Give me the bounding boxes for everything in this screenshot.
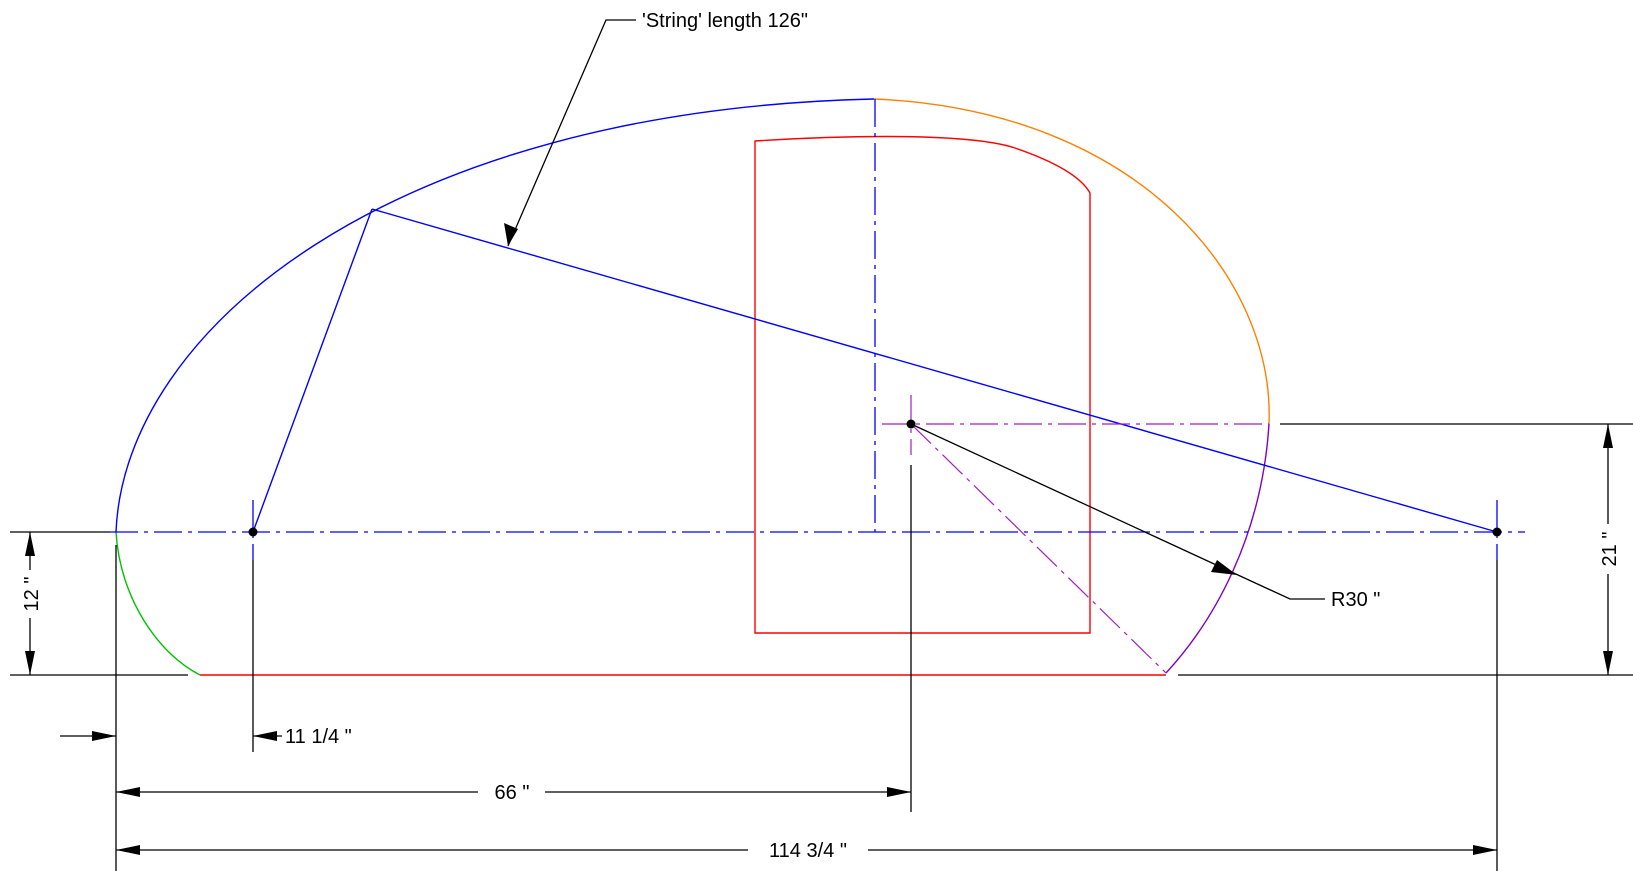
- arrowhead-center-offset-left: [116, 787, 140, 797]
- lower-height-label: 12 ": [21, 577, 43, 612]
- arrowhead-focus-offset-left: [92, 731, 116, 741]
- dimension-center-offset: 66 ": [116, 465, 912, 812]
- door-outline: [754, 135, 1091, 634]
- dimension-focus-offset: 11 1/4 ": [60, 545, 352, 871]
- string-length-label: 'String' length 126": [642, 10, 808, 32]
- radius-annotation: R30 ": [910, 423, 1380, 611]
- upper-height-label: 21 ": [1599, 532, 1621, 567]
- focus-point-left: [248, 527, 258, 537]
- dimension-upper-height: 21 ": [1178, 423, 1633, 676]
- radius-label: R30 ": [1331, 589, 1380, 611]
- focus-point-right: [1492, 527, 1502, 537]
- string-segment-left: [252, 208, 373, 533]
- center-lines: [110, 99, 1525, 674]
- arc-radius-construction: [910, 423, 1167, 674]
- arrowhead-total-width-left: [116, 845, 140, 855]
- string-construction: [252, 208, 1498, 533]
- string-leader-line: [507, 19, 636, 247]
- radius-leader-arrowhead: [1211, 560, 1237, 575]
- arrowhead-upper-height-bottom: [1603, 651, 1613, 675]
- arrowhead-center-offset-right: [887, 787, 911, 797]
- dim-gap-lower-height: [18, 570, 42, 618]
- center-offset-label: 66 ": [495, 782, 530, 804]
- arrowhead-lower-height-top: [25, 532, 35, 556]
- ellipse-upper-arc: [115, 98, 875, 533]
- upper-right-arc: [873, 98, 1270, 425]
- profile-shape: [115, 98, 1270, 676]
- string-segment-right: [371, 208, 1498, 533]
- total-width-label: 114 3/4 ": [769, 840, 847, 862]
- radius-leader-line: [910, 423, 1325, 600]
- lower-left-arc: [115, 531, 201, 676]
- arrowhead-upper-height-top: [1603, 424, 1613, 448]
- dimension-lower-height: 12 ": [10, 531, 188, 676]
- string-length-annotation: 'String' length 126": [504, 10, 808, 247]
- arrowhead-focus-offset-right: [253, 731, 277, 741]
- arrowhead-lower-height-bottom: [25, 651, 35, 675]
- dimension-total-width: 114 3/4 ": [116, 560, 1498, 871]
- arrowhead-total-width-right: [1473, 845, 1497, 855]
- string-leader-arrowhead: [504, 223, 518, 246]
- dim-gap-upper-height: [1596, 524, 1620, 574]
- focus-offset-label: 11 1/4 ": [285, 726, 352, 748]
